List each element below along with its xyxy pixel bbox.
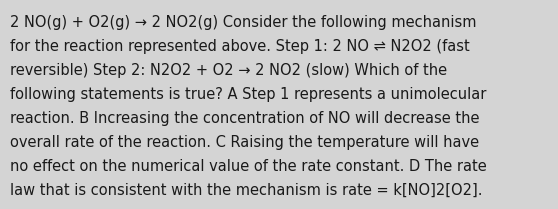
Text: reversible) Step 2: N2O2 + O2 → 2 NO2 (slow) Which of the: reversible) Step 2: N2O2 + O2 → 2 NO2 (s… [10,63,447,78]
Text: for the reaction represented above. Step 1: 2 NO ⇌ N2O2 (fast: for the reaction represented above. Step… [10,39,470,54]
Text: no effect on the numerical value of the rate constant. D The rate: no effect on the numerical value of the … [10,159,487,174]
Text: reaction. B Increasing the concentration of NO will decrease the: reaction. B Increasing the concentration… [10,111,479,126]
Text: law that is consistent with the mechanism is rate = k[NO]2[O2].: law that is consistent with the mechanis… [10,183,483,198]
Text: following statements is true? A Step 1 represents a unimolecular: following statements is true? A Step 1 r… [10,87,487,102]
Text: 2 NO(g) + O2(g) → 2 NO2(g) Consider the following mechanism: 2 NO(g) + O2(g) → 2 NO2(g) Consider the … [10,15,477,30]
Text: overall rate of the reaction. C Raising the temperature will have: overall rate of the reaction. C Raising … [10,135,479,150]
